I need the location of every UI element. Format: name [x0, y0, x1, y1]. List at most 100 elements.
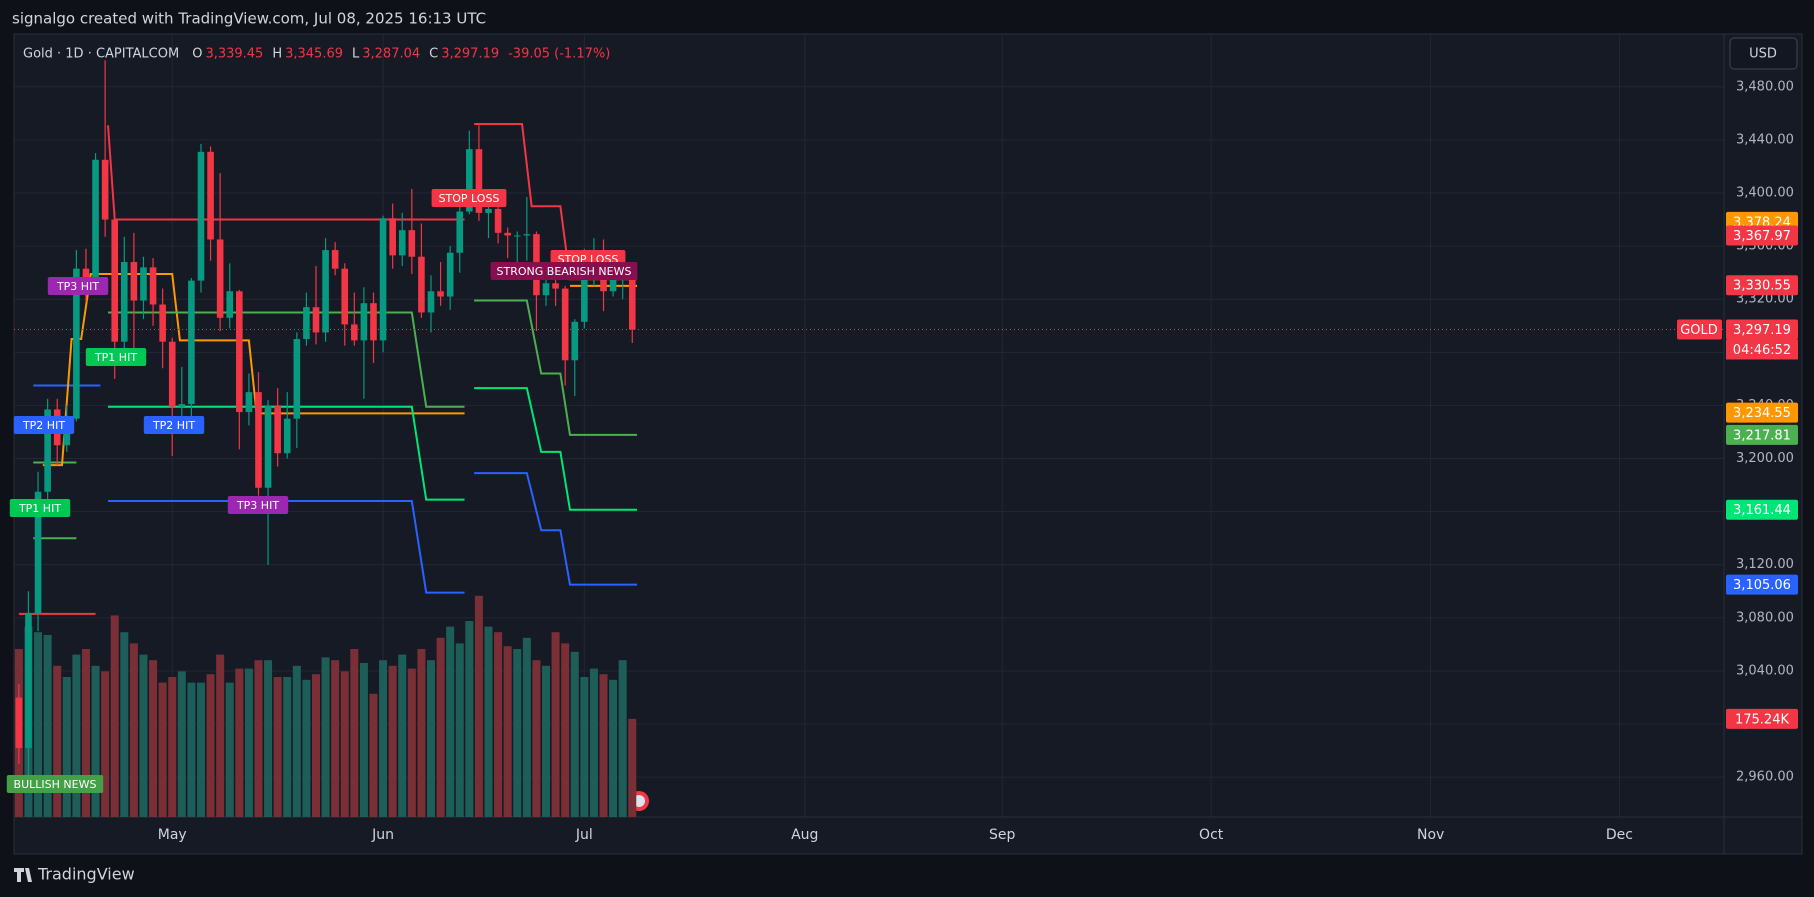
candle-body	[341, 268, 349, 325]
volume-bar	[62, 677, 71, 817]
price-tag-label: 3,105.06	[1733, 578, 1791, 593]
volume-bar	[110, 615, 119, 817]
volume-bar	[283, 677, 292, 817]
price-tag-label: 3,217.81	[1733, 428, 1791, 443]
volume-bar	[465, 621, 474, 817]
volume-bar	[369, 693, 378, 817]
y-tick-label: 3,040.00	[1736, 663, 1794, 678]
candle-body	[475, 149, 483, 213]
candle-body	[485, 208, 492, 213]
candle-body	[513, 235, 521, 237]
price-tag	[1726, 275, 1798, 296]
annotation-box	[431, 189, 507, 207]
signal-line	[474, 387, 638, 511]
volume-bar	[302, 679, 311, 817]
candle-body	[34, 491, 42, 614]
annotation-box	[6, 775, 104, 793]
candle-body	[121, 262, 128, 342]
candle-body	[571, 321, 579, 361]
candle-body	[427, 291, 435, 313]
volume-bar	[187, 682, 196, 817]
volume-bar	[474, 595, 483, 817]
header: signalgo created with TradingView.com, J…	[12, 10, 486, 28]
candle-body	[504, 232, 511, 236]
volume-bar	[359, 663, 368, 817]
x-tick-label: Aug	[791, 827, 818, 843]
candle-body	[581, 275, 588, 322]
countdown: 04:46:52	[1733, 343, 1791, 358]
candle-body	[283, 418, 291, 454]
volume-bar	[407, 668, 416, 817]
volume-bar	[503, 646, 512, 817]
volume-bar	[216, 654, 225, 817]
volume-bar	[206, 674, 215, 817]
annotation-label: TP3 HIT	[236, 499, 279, 512]
annotation-label: TP2 HIT	[152, 419, 195, 432]
volume-bar	[168, 677, 177, 817]
volume-bar	[551, 632, 560, 817]
candle-body	[178, 404, 186, 407]
y-tick-label: 3,480.00	[1736, 79, 1794, 94]
x-tick-label: May	[158, 827, 187, 843]
annotation-box	[13, 416, 75, 434]
signal-line	[474, 299, 638, 436]
legend-value: 3,287.04	[362, 47, 420, 62]
countdown-box	[1726, 339, 1798, 360]
candle-body	[542, 283, 550, 296]
legend-value: 3,339.45	[205, 47, 263, 62]
candle-body	[159, 304, 166, 342]
price-tag-label: 3,234.55	[1733, 406, 1791, 421]
annotation-label: TP1 HIT	[94, 351, 137, 364]
volume-bar	[120, 632, 129, 817]
symbol-tag-label: GOLD	[1680, 323, 1718, 338]
annotation-label: TP2 HIT	[22, 419, 65, 432]
annotation-box	[143, 416, 205, 434]
legend-key: O	[192, 47, 202, 62]
volume-bar	[158, 682, 167, 817]
annotation-box	[47, 277, 109, 295]
legend-value: 3,345.69	[285, 47, 343, 62]
volume-bar	[81, 649, 90, 817]
volume-bar	[494, 632, 503, 817]
y-tick-label: 3,320.00	[1736, 292, 1794, 307]
volume-bar	[436, 637, 445, 817]
volume-bar	[484, 626, 493, 817]
candle-body	[609, 277, 617, 292]
volume-bar	[417, 649, 426, 817]
price-tag	[1726, 402, 1798, 423]
price-tag-label: 3,330.55	[1733, 279, 1791, 294]
candle-body	[15, 697, 23, 748]
y-tick-label: 3,400.00	[1736, 185, 1794, 200]
volume-tag-label: 175.24K	[1735, 712, 1789, 727]
volume-bar	[101, 671, 110, 817]
annotation-box	[9, 499, 71, 517]
footer-brand: TradingView	[37, 865, 135, 884]
annotation-label: TP1 HIT	[18, 502, 61, 515]
candle-body	[379, 218, 387, 341]
volume-bar	[628, 718, 637, 817]
candle-body	[44, 409, 51, 492]
candle-body	[552, 283, 559, 289]
candle-body	[322, 250, 329, 333]
annotation-box	[85, 348, 147, 366]
x-tick-label: Sep	[989, 827, 1016, 843]
volume-bar	[43, 635, 52, 817]
candle-body	[216, 239, 224, 318]
volume-bar	[129, 643, 138, 817]
volume-bar	[609, 679, 618, 817]
chart-frame	[13, 33, 1803, 855]
volume-bar	[561, 643, 570, 817]
candle-body	[274, 405, 281, 454]
annotation-label: BULLISH NEWS	[14, 778, 97, 791]
candle-body	[236, 291, 243, 413]
volume-bar	[292, 665, 301, 817]
legend-key: L	[352, 47, 360, 62]
candle-body	[101, 159, 109, 220]
currency-button[interactable]	[1729, 37, 1798, 70]
volume-bar	[331, 660, 340, 817]
currency[interactable]: USD	[1749, 47, 1777, 62]
volume-bar	[254, 660, 263, 817]
price-tag-label: 3,161.44	[1733, 503, 1791, 518]
